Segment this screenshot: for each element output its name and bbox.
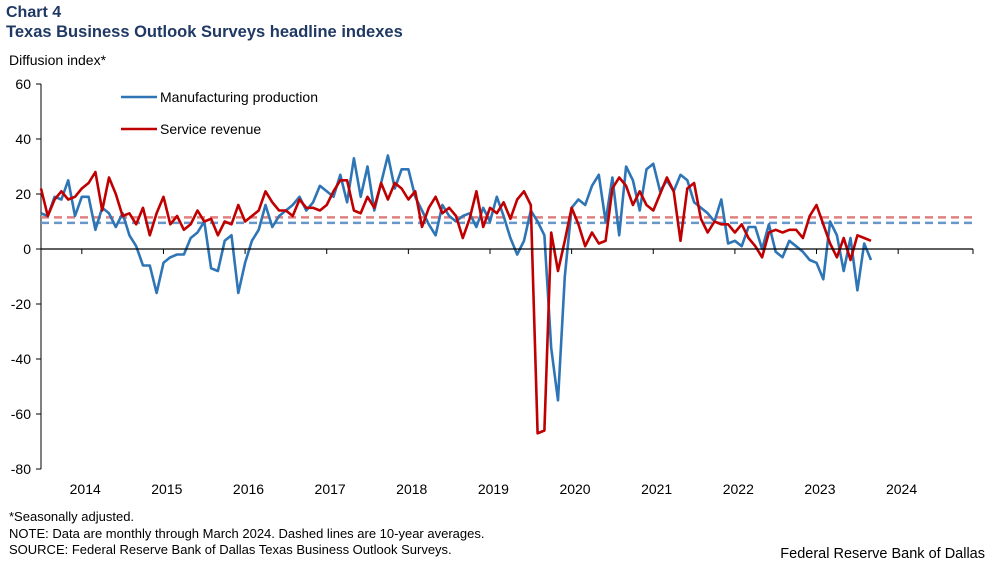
note: NOTE: Data are monthly through March 202… — [9, 526, 485, 541]
legend-label-service: Service revenue — [160, 121, 261, 137]
y-tick-label: -80 — [11, 461, 31, 477]
y-tick-label: 0 — [23, 241, 31, 257]
chart-label: Chart 4 — [6, 4, 62, 21]
series-lines — [39, 154, 873, 435]
footnote: *Seasonally adjusted. — [9, 509, 135, 524]
x-tick-label: 2014 — [70, 481, 101, 497]
legend-label-manufacturing: Manufacturing production — [160, 89, 318, 105]
legend: Manufacturing production Service revenue — [121, 89, 318, 137]
x-tick-label: 2020 — [559, 481, 590, 497]
y-axis: -80 -60 -40 -20 0 20 40 60 — [11, 76, 41, 477]
y-tick-label: -20 — [11, 296, 31, 312]
x-tick-label: 2018 — [396, 481, 427, 497]
y-tick-label: -40 — [11, 351, 31, 367]
x-tick-label: 2023 — [804, 481, 835, 497]
y-tick-label: 40 — [15, 131, 31, 147]
x-axis-labels: 2014 2015 2016 2017 2018 2019 2020 2021 2022 2023… — [70, 249, 974, 497]
x-tick-label: 2024 — [886, 481, 917, 497]
y-tick-label: 20 — [15, 186, 31, 202]
chart-title: Texas Business Outlook Surveys headline … — [6, 23, 403, 41]
source: SOURCE: Federal Reserve Bank of Dallas T… — [9, 542, 452, 557]
x-tick-label: 2019 — [478, 481, 509, 497]
x-tick-label: 2022 — [723, 481, 754, 497]
x-tick-label: 2016 — [233, 481, 264, 497]
x-tick-label: 2015 — [151, 481, 182, 497]
x-tick-label: 2021 — [641, 481, 672, 497]
y-tick-label: 60 — [15, 76, 31, 92]
y-axis-label: Diffusion index* — [9, 52, 107, 68]
credit: Federal Reserve Bank of Dallas — [780, 546, 985, 562]
y-tick-label: -60 — [11, 406, 31, 422]
manufacturing-production-line — [40, 154, 873, 402]
x-tick-label: 2017 — [315, 481, 346, 497]
service-revenue-line — [39, 170, 872, 435]
